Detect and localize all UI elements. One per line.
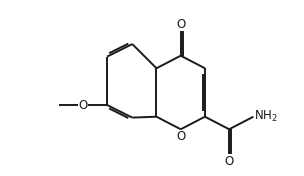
Text: O: O — [225, 155, 234, 168]
Text: O: O — [176, 18, 185, 31]
Text: O: O — [176, 130, 185, 143]
Text: NH$_2$: NH$_2$ — [254, 109, 278, 124]
Text: O: O — [78, 99, 88, 112]
